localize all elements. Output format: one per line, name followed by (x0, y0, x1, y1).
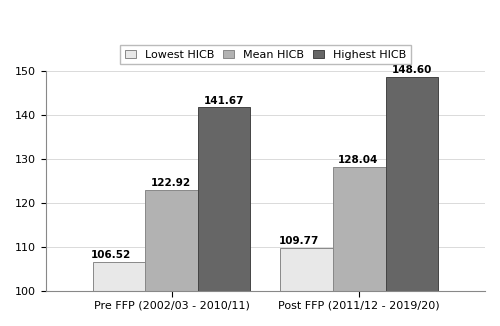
Text: 122.92: 122.92 (150, 178, 190, 188)
Text: 128.04: 128.04 (338, 156, 378, 166)
Bar (93, 262, 146, 290)
Bar (198, 107, 250, 290)
Legend: Lowest HICB, Mean HICB, Highest HICB: Lowest HICB, Mean HICB, Highest HICB (120, 45, 410, 65)
Text: 109.77: 109.77 (278, 236, 319, 246)
Text: 106.52: 106.52 (91, 250, 131, 260)
Text: 148.60: 148.60 (392, 65, 432, 75)
Bar (280, 248, 333, 290)
Bar (386, 77, 438, 290)
Bar (333, 167, 386, 290)
Bar (146, 190, 198, 290)
Text: 141.67: 141.67 (204, 96, 244, 106)
